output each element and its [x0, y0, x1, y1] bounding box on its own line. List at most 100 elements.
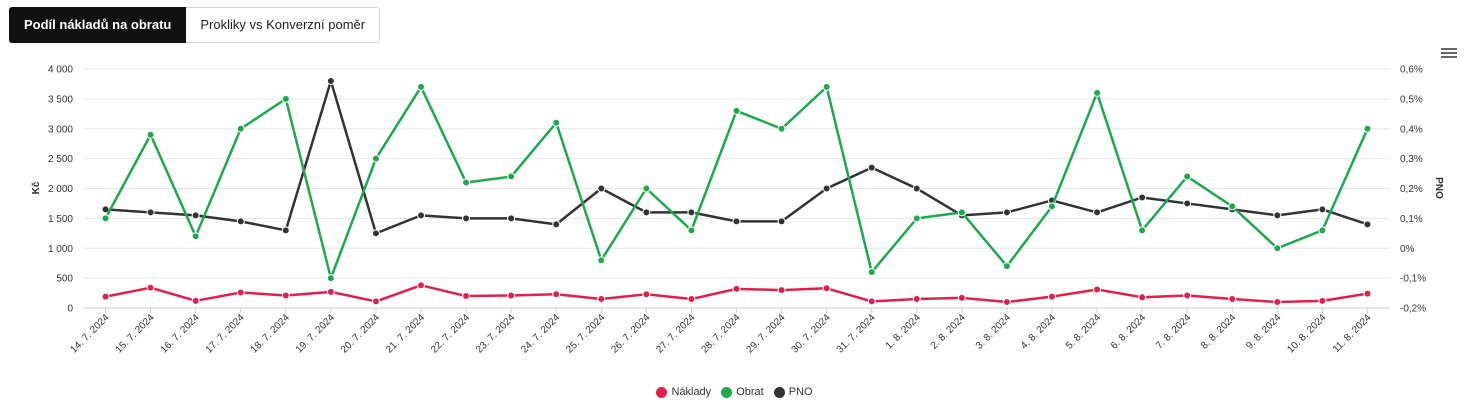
data-point[interactable] — [371, 154, 380, 163]
data-point[interactable] — [687, 226, 696, 235]
data-point[interactable] — [867, 268, 876, 277]
data-point[interactable] — [687, 295, 696, 304]
data-point[interactable] — [191, 232, 200, 241]
data-point[interactable] — [146, 283, 155, 292]
series-line — [104, 85, 1369, 280]
data-point[interactable] — [642, 290, 651, 299]
data-point[interactable] — [1183, 199, 1192, 208]
data-point[interactable] — [101, 292, 110, 301]
legend-swatch — [773, 386, 785, 398]
data-point[interactable] — [417, 281, 426, 290]
data-point[interactable] — [326, 274, 335, 283]
data-point[interactable] — [1093, 88, 1102, 97]
data-point[interactable] — [417, 82, 426, 91]
data-point[interactable] — [822, 284, 831, 293]
data-point[interactable] — [1318, 205, 1327, 214]
data-point[interactable] — [191, 211, 200, 220]
data-point[interactable] — [507, 172, 516, 181]
data-point[interactable] — [867, 297, 876, 306]
data-point[interactable] — [687, 208, 696, 217]
data-point[interactable] — [462, 214, 471, 223]
data-point[interactable] — [1318, 296, 1327, 305]
data-point[interactable] — [1183, 172, 1192, 181]
x-tick-label: 21. 7. 2024 — [384, 312, 427, 355]
x-tick-label: 20. 7. 2024 — [339, 312, 382, 355]
data-point[interactable] — [417, 211, 426, 220]
data-point[interactable] — [1047, 202, 1056, 211]
data-point[interactable] — [957, 293, 966, 302]
data-point[interactable] — [191, 296, 200, 305]
x-tick-label: 11. 8. 2024 — [1331, 312, 1374, 355]
data-point[interactable] — [101, 214, 110, 223]
data-point[interactable] — [507, 214, 516, 223]
data-point[interactable] — [912, 295, 921, 304]
data-point[interactable] — [1273, 244, 1282, 253]
data-point[interactable] — [777, 286, 786, 295]
legend-item-naklady[interactable]: Náklady — [656, 386, 711, 398]
data-point[interactable] — [912, 184, 921, 193]
data-point[interactable] — [281, 226, 290, 235]
data-point[interactable] — [1363, 124, 1372, 133]
data-point[interactable] — [1002, 298, 1011, 307]
data-point[interactable] — [1002, 262, 1011, 271]
data-point[interactable] — [597, 295, 606, 304]
data-point[interactable] — [236, 124, 245, 133]
data-point[interactable] — [236, 217, 245, 226]
data-point[interactable] — [1363, 220, 1372, 229]
data-point[interactable] — [867, 163, 876, 172]
data-point[interactable] — [1318, 226, 1327, 235]
data-point[interactable] — [462, 292, 471, 301]
data-point[interactable] — [326, 287, 335, 296]
data-point[interactable] — [777, 124, 786, 133]
x-tick-label: 3. 8. 2024 — [974, 312, 1014, 352]
data-point[interactable] — [732, 106, 741, 115]
data-point[interactable] — [462, 178, 471, 187]
data-point[interactable] — [552, 220, 561, 229]
data-point[interactable] — [1047, 292, 1056, 301]
data-point[interactable] — [236, 288, 245, 297]
data-point[interactable] — [507, 291, 516, 300]
y-axis-left: 0 500 1 000 1 500 2 000 2 500 3 000 3 500 4 000 — [48, 65, 73, 315]
data-point[interactable] — [1363, 289, 1372, 298]
legend-item-obrat[interactable]: Obrat — [721, 386, 764, 398]
data-point[interactable] — [912, 214, 921, 223]
x-tick-label: 28. 7. 2024 — [699, 312, 742, 355]
data-point[interactable] — [146, 208, 155, 217]
data-point[interactable] — [1273, 298, 1282, 307]
data-point[interactable] — [1228, 202, 1237, 211]
data-point[interactable] — [597, 256, 606, 265]
data-point[interactable] — [1093, 208, 1102, 217]
data-point[interactable] — [326, 76, 335, 85]
data-point[interactable] — [371, 297, 380, 306]
tab-cost-share[interactable]: Podíl nákladů na obratu — [9, 7, 187, 43]
data-point[interactable] — [1228, 295, 1237, 304]
data-point[interactable] — [1093, 285, 1102, 294]
data-point[interactable] — [822, 184, 831, 193]
data-point[interactable] — [732, 284, 741, 293]
tab-clicks-vs-conversion[interactable]: Prokliky vs Konverzní poměr — [186, 7, 381, 43]
hamburger-icon[interactable] — [1441, 46, 1457, 60]
data-point[interactable] — [822, 82, 831, 91]
data-point[interactable] — [597, 184, 606, 193]
data-point[interactable] — [281, 94, 290, 103]
data-point[interactable] — [1138, 193, 1147, 202]
data-point[interactable] — [1273, 211, 1282, 220]
legend-item-pno[interactable]: PNO — [773, 386, 813, 398]
data-point[interactable] — [552, 290, 561, 299]
data-point[interactable] — [777, 217, 786, 226]
chart-tabs: Podíl nákladů na obratu Prokliky vs Konv… — [9, 7, 381, 43]
data-point[interactable] — [371, 229, 380, 238]
data-point[interactable] — [642, 208, 651, 217]
data-point[interactable] — [1183, 291, 1192, 300]
data-point[interactable] — [642, 184, 651, 193]
data-point[interactable] — [281, 291, 290, 300]
data-point[interactable] — [146, 130, 155, 139]
data-point[interactable] — [1138, 293, 1147, 302]
data-point[interactable] — [552, 118, 561, 127]
data-point[interactable] — [732, 217, 741, 226]
y-tick-label: 1 000 — [48, 244, 73, 255]
data-point[interactable] — [1138, 226, 1147, 235]
legend-label: Obrat — [736, 386, 764, 398]
data-point[interactable] — [1002, 208, 1011, 217]
data-point[interactable] — [957, 208, 966, 217]
